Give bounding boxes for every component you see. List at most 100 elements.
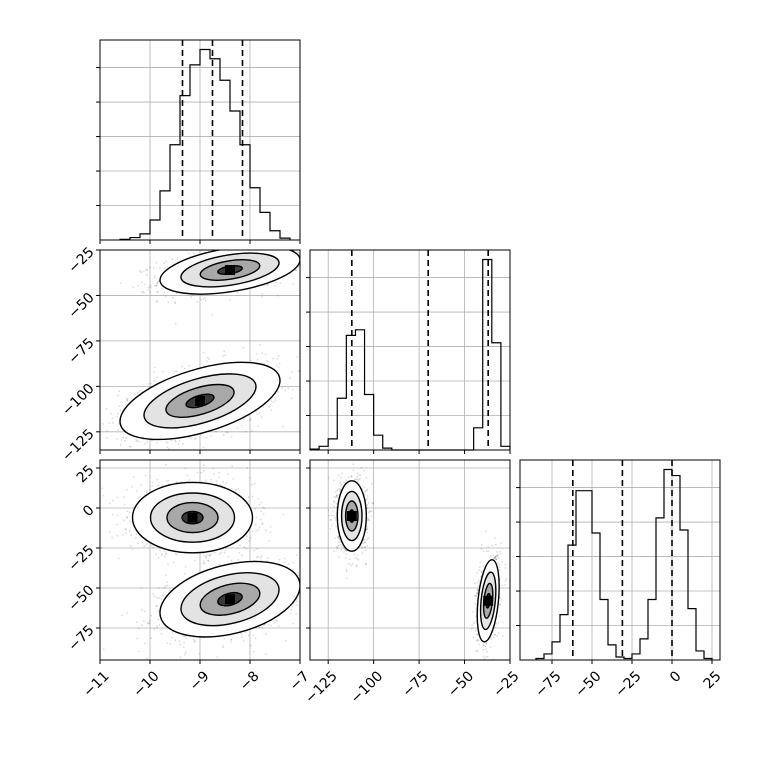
sample-point [334, 239, 336, 241]
sample-point [164, 295, 167, 298]
sample-point [260, 501, 262, 504]
sample-point [110, 412, 112, 415]
y-tick-label: −50 [65, 582, 97, 614]
sample-point [160, 288, 163, 290]
sample-point [335, 496, 337, 498]
sample-point [237, 558, 240, 561]
sample-point [300, 594, 302, 596]
sample-point [206, 356, 209, 359]
sample-point [297, 370, 300, 372]
sample-point [292, 568, 294, 571]
sample-point [202, 464, 205, 467]
sample-point [347, 562, 350, 565]
sample-point [153, 628, 156, 631]
sample-point [210, 553, 213, 555]
sample-point [88, 285, 90, 287]
sample-point [172, 296, 174, 299]
sample-point [236, 427, 239, 430]
sample-point [174, 552, 177, 555]
sample-point [153, 366, 156, 369]
sample-point [155, 284, 158, 287]
sample-point [71, 467, 73, 469]
sample-point [286, 247, 288, 249]
sample-point [138, 627, 140, 630]
sample-point [329, 519, 332, 521]
sample-point [303, 556, 305, 558]
sample-point [222, 354, 225, 357]
sample-point [106, 430, 108, 432]
sample-point [363, 538, 365, 541]
x-tick-label: −8 [237, 668, 263, 694]
sample-point [280, 247, 282, 249]
sample-point [186, 474, 189, 477]
sample-point [137, 542, 140, 545]
sample-point [154, 284, 156, 287]
sample-point [126, 399, 129, 401]
sample-point [106, 437, 108, 440]
sample-point [184, 467, 187, 470]
sample-point [301, 556, 303, 558]
sample-point [264, 653, 267, 656]
sample-point [295, 554, 298, 556]
sample-point [328, 514, 330, 517]
sample-point [183, 641, 186, 644]
sample-point [139, 495, 141, 498]
sample-point [204, 555, 207, 557]
sample-point [177, 443, 180, 445]
sample-point [253, 482, 256, 485]
sample-point [143, 620, 145, 623]
sample-point [187, 252, 190, 255]
y-tick-label: 25 [74, 462, 98, 486]
sample-point [278, 362, 281, 365]
sample-point [338, 556, 340, 558]
sample-point [150, 614, 153, 617]
sample-point [159, 267, 162, 269]
sample-point [307, 255, 309, 257]
sample-point [174, 302, 177, 305]
sample-point [366, 525, 368, 528]
sample-point [269, 525, 272, 528]
sample-point [161, 552, 163, 555]
x-tick-label: 25 [701, 668, 725, 692]
sample-point [237, 488, 240, 490]
sample-point [156, 376, 159, 378]
sample-point [319, 605, 321, 607]
sample-point [122, 436, 125, 439]
sample-point [257, 498, 260, 500]
sample-point [151, 481, 154, 484]
density-layer [100, 463, 321, 660]
sample-point [222, 644, 225, 647]
sample-point [162, 370, 164, 373]
sample-point [251, 430, 253, 432]
sample-point [229, 299, 232, 301]
histogram-step [309, 258, 511, 451]
sample-point [304, 368, 306, 370]
sample-point [115, 523, 118, 526]
sample-point [137, 284, 139, 287]
sample-point [266, 283, 269, 286]
panel-scatter-1-0: −125−100−75−50−25 [59, 239, 336, 469]
sample-point [102, 494, 105, 497]
sample-point [102, 423, 104, 425]
sample-point [129, 520, 131, 523]
sample-point [313, 259, 315, 261]
sample-point [126, 488, 129, 491]
sample-point [175, 481, 178, 484]
sample-point [108, 502, 111, 505]
sample-point [337, 536, 340, 539]
sample-point [153, 379, 156, 382]
sample-point [255, 242, 257, 244]
sample-point [223, 551, 226, 554]
sample-point [156, 478, 159, 481]
sample-point [276, 245, 278, 247]
sample-point [290, 608, 293, 611]
sample-point [262, 406, 265, 408]
sample-point [292, 561, 295, 564]
sample-point [153, 595, 156, 598]
sample-point [184, 572, 186, 575]
sample-point [295, 613, 297, 615]
sample-point [307, 258, 309, 260]
sample-point [165, 552, 167, 555]
sample-point [136, 439, 139, 442]
panel-frame [309, 249, 511, 451]
